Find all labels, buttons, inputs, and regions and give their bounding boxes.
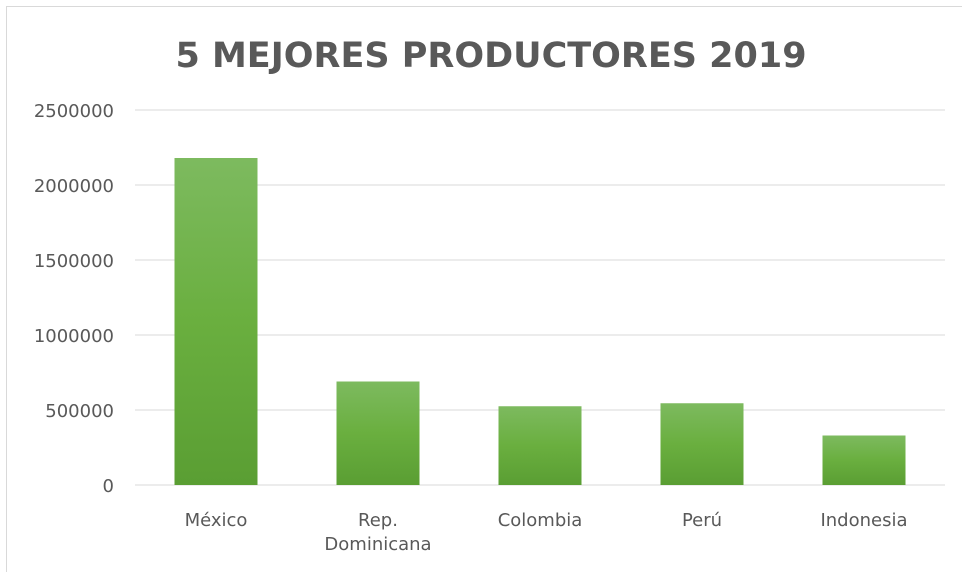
bars	[174, 158, 906, 485]
chart-frame	[6, 6, 962, 572]
y-tick-label: 2500000	[34, 101, 114, 122]
x-tick-label: Rep. Dominicana	[324, 510, 431, 555]
x-tick-label: Perú	[682, 510, 722, 531]
y-tick-label: 0	[103, 476, 114, 497]
bar	[174, 158, 258, 485]
bar	[822, 435, 906, 485]
y-axis-ticks: 0 500000 1000000 1500000 2000000 2500000	[34, 101, 114, 497]
bar	[498, 406, 582, 485]
bar	[336, 381, 420, 485]
y-tick-label: 2000000	[34, 176, 114, 197]
x-tick-label: Indonesia	[820, 510, 907, 531]
chart-title: 5 MEJORES PRODUCTORES 2019	[175, 36, 807, 76]
y-tick-label: 1000000	[34, 326, 114, 347]
y-tick-label: 1500000	[34, 251, 114, 272]
gridlines	[135, 109, 945, 486]
y-tick-label: 500000	[45, 401, 114, 422]
x-axis-ticks: México Rep. Dominicana Colombia Perú Indonesi…	[185, 510, 908, 555]
x-tick-label: Colombia	[498, 510, 583, 531]
bar	[660, 403, 744, 485]
x-tick-label: México	[185, 510, 248, 531]
